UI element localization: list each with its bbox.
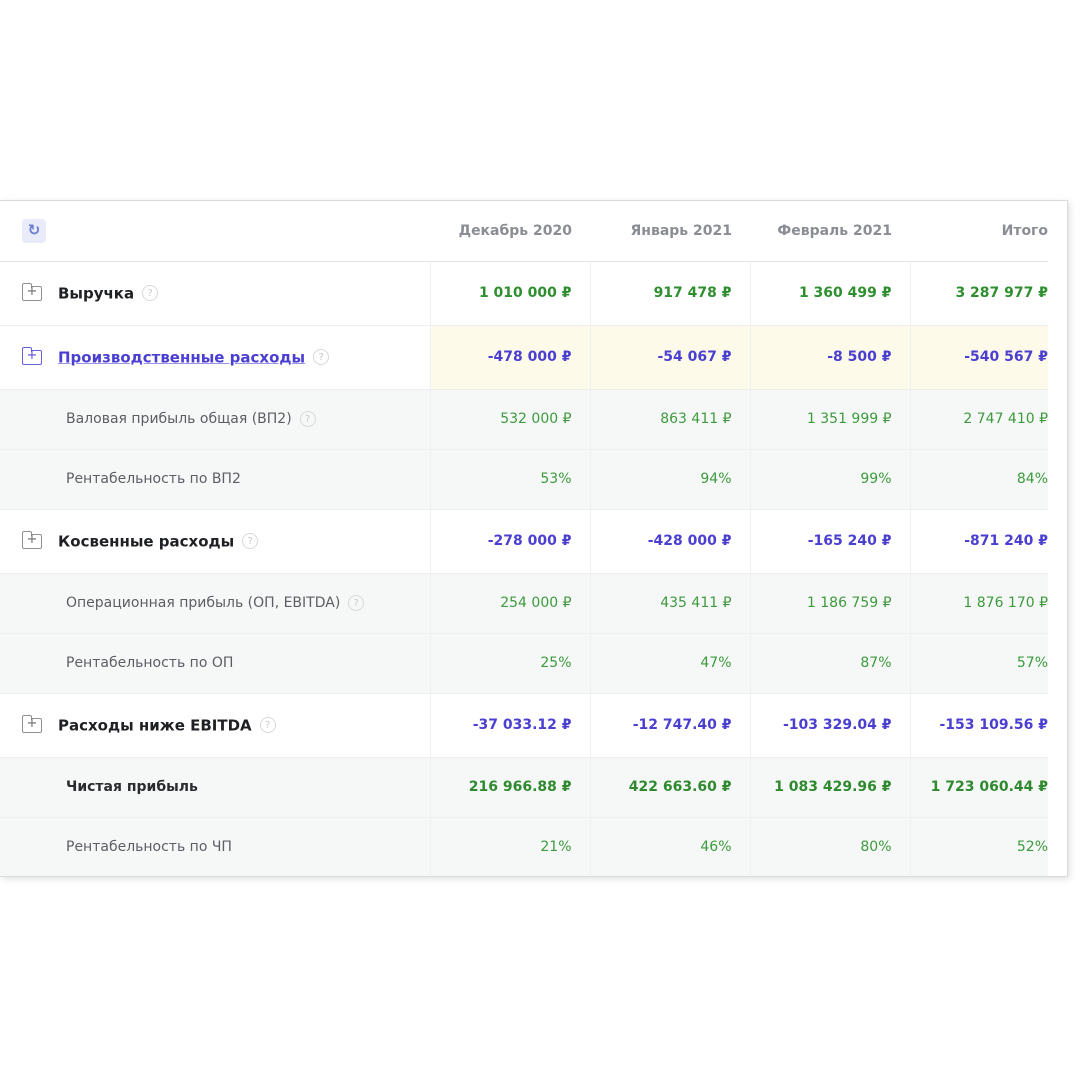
column-header-feb-2021[interactable]: Февраль 2021 — [750, 201, 910, 262]
subtotal-row: Рентабельность по ВП2 53% 94% 99% 84% — [0, 449, 1048, 510]
value-cell: 21% — [430, 817, 591, 876]
row-label[interactable]: Производственные расходы — [58, 348, 306, 367]
row-label: Выручка — [58, 284, 135, 303]
value-cell: 1 083 429.96 ₽ — [750, 757, 911, 818]
row-label: Рентабельность по ОП — [66, 655, 234, 671]
group-row[interactable]: Расходы ниже EBITDA?-37 033.12 ₽-12 747.… — [0, 693, 1048, 758]
value-cell: -12 747.40 ₽ — [590, 693, 751, 758]
expand-folder-icon[interactable] — [22, 530, 42, 549]
value-cell: 84% — [910, 449, 1048, 510]
column-header-jan-2021[interactable]: Январь 2021 — [590, 201, 750, 262]
value-cell: 52% — [910, 817, 1048, 876]
refresh-icon[interactable]: ↻ — [22, 218, 46, 243]
row-label-cell: Валовая прибыль общая (ВП2)? — [0, 389, 431, 450]
value-cell: 94% — [590, 449, 751, 510]
row-label: Рентабельность по ВП2 — [66, 471, 241, 487]
pnl-report-panel: ↻ Декабрь 2020 Январь 2021 Февраль 2021 … — [0, 200, 1068, 877]
value-cell: 87% — [750, 633, 911, 694]
table-header-row: ↻ Декабрь 2020 Январь 2021 Февраль 2021 … — [0, 201, 1048, 262]
value-cell: 1 010 000 ₽ — [430, 261, 591, 326]
subtotal-row: Чистая прибыль 216 966.88 ₽422 663.60 ₽1 … — [0, 757, 1048, 818]
value-cell: -8 500 ₽ — [750, 325, 911, 390]
value-cell: 1 876 170 ₽ — [910, 573, 1048, 634]
value-cell: -278 000 ₽ — [430, 509, 591, 574]
value-cell: 216 966.88 ₽ — [430, 757, 591, 818]
help-icon[interactable]: ? — [142, 285, 159, 302]
subtotal-row: Операционная прибыль (ОП, EBITDA)? 254 00… — [0, 573, 1048, 634]
subtotal-row: Валовая прибыль общая (ВП2)? 532 000 ₽863… — [0, 389, 1048, 450]
value-cell: 80% — [750, 817, 911, 876]
value-cell: 3 287 977 ₽ — [910, 261, 1048, 326]
column-header-dec-2020[interactable]: Декабрь 2020 — [430, 201, 590, 262]
value-cell: -871 240 ₽ — [910, 509, 1048, 574]
row-label-cell: Рентабельность по ОП — [0, 633, 431, 694]
value-cell: 46% — [590, 817, 751, 876]
row-label: Рентабельность по ЧП — [66, 839, 232, 855]
value-cell: 57% — [910, 633, 1048, 694]
value-cell: 532 000 ₽ — [430, 389, 591, 450]
value-cell: 863 411 ₽ — [590, 389, 751, 450]
row-label-cell: Чистая прибыль — [0, 757, 431, 818]
group-row[interactable]: Косвенные расходы?-278 000 ₽-428 000 ₽-1… — [0, 509, 1048, 574]
value-cell: -165 240 ₽ — [750, 509, 911, 574]
value-cell: 254 000 ₽ — [430, 573, 591, 634]
value-cell: 25% — [430, 633, 591, 694]
row-label-cell: Выручка? — [0, 261, 431, 326]
table-body: Выручка?1 010 000 ₽917 478 ₽1 360 499 ₽3… — [0, 261, 1048, 876]
row-label-cell: Операционная прибыль (ОП, EBITDA)? — [0, 573, 431, 634]
header-refresh-cell: ↻ — [0, 201, 430, 262]
subtotal-row: Рентабельность по ЧП 21% 46% 80% 52% — [0, 817, 1048, 876]
value-cell: 917 478 ₽ — [590, 261, 751, 326]
help-icon[interactable]: ? — [313, 349, 330, 366]
value-cell: -153 109.56 ₽ — [910, 693, 1048, 758]
group-row[interactable]: Выручка?1 010 000 ₽917 478 ₽1 360 499 ₽3… — [0, 261, 1048, 326]
help-icon[interactable]: ? — [348, 595, 365, 611]
value-cell: -54 067 ₽ — [590, 325, 751, 390]
row-label-cell: Косвенные расходы? — [0, 509, 431, 574]
value-cell: 1 351 999 ₽ — [750, 389, 911, 450]
value-cell: -428 000 ₽ — [590, 509, 751, 574]
value-cell: 99% — [750, 449, 911, 510]
column-header-total[interactable]: Итого — [910, 201, 1048, 262]
help-icon[interactable]: ? — [299, 411, 316, 427]
value-cell: -478 000 ₽ — [430, 325, 591, 390]
row-label: Расходы ниже EBITDA — [58, 716, 252, 735]
row-label: Косвенные расходы — [58, 532, 235, 551]
value-cell: -540 567 ₽ — [910, 325, 1048, 390]
value-cell: 2 747 410 ₽ — [910, 389, 1048, 450]
value-cell: 1 360 499 ₽ — [750, 261, 911, 326]
row-label-cell: Расходы ниже EBITDA? — [0, 693, 431, 758]
group-row[interactable]: Производственные расходы?-478 000 ₽-54 0… — [0, 325, 1048, 390]
expand-folder-icon[interactable] — [22, 346, 42, 365]
help-icon[interactable]: ? — [259, 717, 276, 734]
value-cell: 47% — [590, 633, 751, 694]
value-cell: 1 186 759 ₽ — [750, 573, 911, 634]
help-icon[interactable]: ? — [242, 533, 259, 550]
row-label-cell: Производственные расходы? — [0, 325, 431, 390]
row-label: Чистая прибыль — [66, 779, 198, 795]
pnl-table: ↻ Декабрь 2020 Январь 2021 Февраль 2021 … — [0, 201, 1048, 876]
value-cell: 422 663.60 ₽ — [590, 757, 751, 818]
expand-folder-icon[interactable] — [22, 282, 42, 301]
row-label: Валовая прибыль общая (ВП2) — [66, 411, 292, 427]
value-cell: 53% — [430, 449, 591, 510]
row-label-cell: Рентабельность по ЧП — [0, 817, 431, 876]
value-cell: 435 411 ₽ — [590, 573, 751, 634]
subtotal-row: Рентабельность по ОП 25% 47% 87% 57% — [0, 633, 1048, 694]
expand-folder-icon[interactable] — [22, 714, 42, 733]
value-cell: -103 329.04 ₽ — [750, 693, 911, 758]
row-label: Операционная прибыль (ОП, EBITDA) — [66, 595, 341, 611]
value-cell: 1 723 060.44 ₽ — [910, 757, 1048, 818]
value-cell: -37 033.12 ₽ — [430, 693, 591, 758]
row-label-cell: Рентабельность по ВП2 — [0, 449, 431, 510]
